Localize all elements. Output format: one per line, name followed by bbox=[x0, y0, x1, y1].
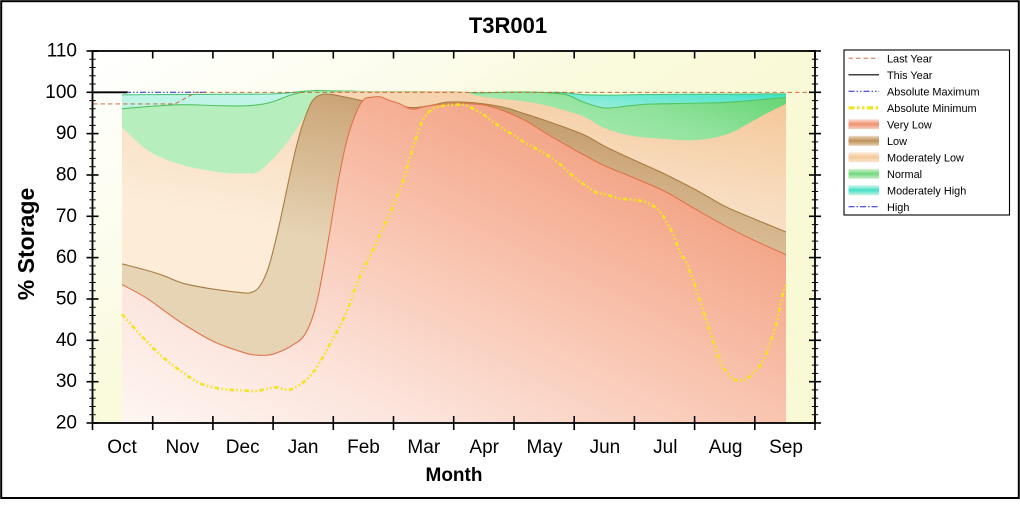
svg-text:Jun: Jun bbox=[590, 437, 621, 458]
svg-text:Jan: Jan bbox=[288, 437, 319, 458]
svg-text:80: 80 bbox=[56, 165, 77, 186]
svg-text:Moderately Low: Moderately Low bbox=[887, 152, 964, 164]
svg-text:Apr: Apr bbox=[469, 437, 499, 458]
svg-text:20: 20 bbox=[56, 413, 77, 434]
svg-text:110: 110 bbox=[47, 41, 77, 62]
svg-text:Mar: Mar bbox=[407, 437, 440, 458]
svg-text:60: 60 bbox=[56, 247, 77, 268]
svg-text:Absolute Minimum: Absolute Minimum bbox=[887, 103, 977, 115]
svg-text:100: 100 bbox=[45, 82, 77, 103]
svg-text:High: High bbox=[887, 202, 909, 214]
svg-text:May: May bbox=[527, 437, 563, 458]
svg-text:Moderately High: Moderately High bbox=[887, 185, 966, 197]
svg-text:Nov: Nov bbox=[166, 437, 200, 458]
svg-text:Jul: Jul bbox=[653, 437, 677, 458]
svg-text:Feb: Feb bbox=[347, 437, 380, 458]
svg-text:Aug: Aug bbox=[709, 437, 743, 458]
svg-text:Absolute Maximum: Absolute Maximum bbox=[887, 86, 980, 98]
svg-text:Low: Low bbox=[887, 136, 907, 148]
svg-text:Oct: Oct bbox=[107, 437, 137, 458]
svg-text:Normal: Normal bbox=[887, 169, 922, 181]
svg-text:50: 50 bbox=[56, 289, 77, 310]
svg-text:Very Low: Very Low bbox=[887, 119, 932, 131]
svg-text:Month: Month bbox=[426, 465, 483, 486]
svg-text:Last Year: Last Year bbox=[887, 53, 933, 65]
svg-text:Dec: Dec bbox=[226, 437, 260, 458]
svg-text:T3R001: T3R001 bbox=[469, 13, 547, 38]
svg-text:70: 70 bbox=[56, 206, 77, 227]
svg-text:This Year: This Year bbox=[887, 70, 933, 82]
svg-text:30: 30 bbox=[56, 371, 77, 392]
svg-text:% Storage: % Storage bbox=[13, 188, 39, 300]
svg-text:Sep: Sep bbox=[769, 437, 803, 458]
svg-text:90: 90 bbox=[56, 123, 77, 144]
svg-text:40: 40 bbox=[56, 330, 77, 351]
